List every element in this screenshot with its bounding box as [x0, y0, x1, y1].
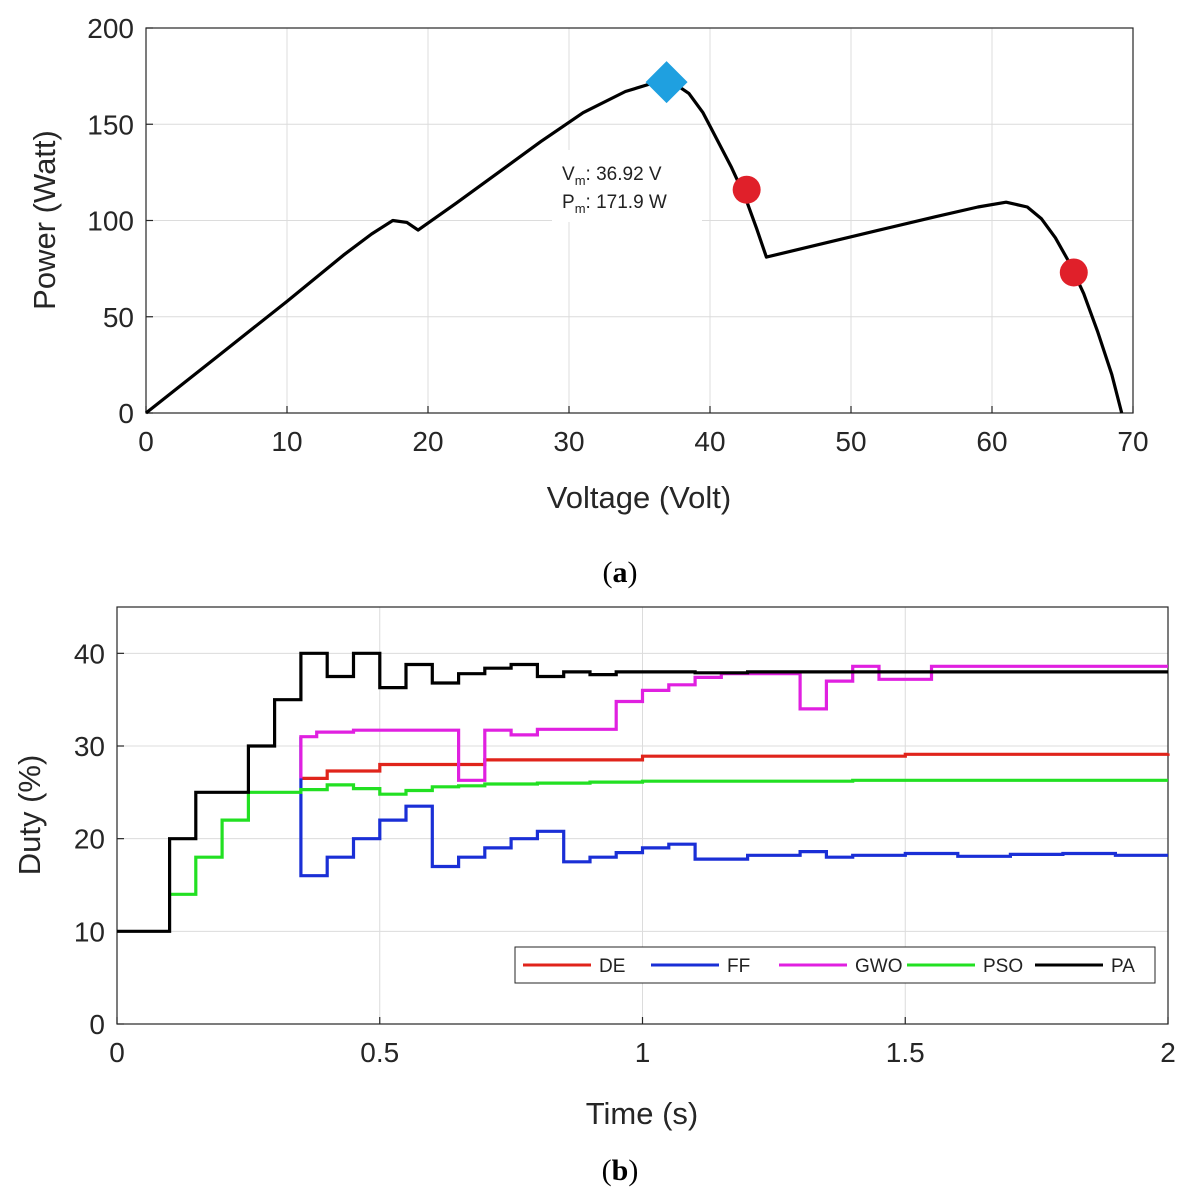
- chart-b: 0 0.5 1 1.5 2 0 10 20 30 40 DE FF GWO PSO PA Time (s…: [12, 606, 1176, 1187]
- chart-b-x-ticks: 0 0.5 1 1.5 2: [109, 1017, 1176, 1068]
- y-tick-label: 150: [87, 109, 134, 140]
- x-tick-label: 1: [635, 1037, 651, 1068]
- legend-label: PA: [1111, 956, 1135, 977]
- y-tick-label: 20: [74, 824, 105, 855]
- x-tick-label: 70: [1117, 426, 1148, 457]
- y-tick-label: 0: [118, 398, 134, 429]
- chart-b-xlabel: Time (s): [586, 1096, 699, 1131]
- legend-label: PSO: [983, 956, 1023, 977]
- y-tick-label: 200: [87, 13, 134, 44]
- chart-a-markers: [645, 61, 1088, 287]
- mpp-diamond-marker: [645, 61, 688, 104]
- annotation-vm: Vm: 36.92 V: [562, 164, 662, 188]
- x-tick-label: 50: [835, 426, 866, 457]
- legend-label: FF: [727, 956, 750, 977]
- chart-b-series: [117, 651, 1170, 933]
- annotation-pm: Pm: 171.9 W: [562, 192, 667, 216]
- x-tick-label: 1.5: [886, 1037, 925, 1068]
- annotation-box: [552, 150, 702, 222]
- x-tick-label: 0: [109, 1037, 125, 1068]
- series-line-p-v-curve: [145, 81, 1124, 415]
- series-line-ff: [299, 736, 1168, 878]
- chart-a: 0 10 20 30 40 50 60 70 0 50 100 150 200 Vm: 36.92 V…: [27, 13, 1149, 589]
- x-tick-label: 60: [976, 426, 1007, 457]
- x-tick-label: 30: [553, 426, 584, 457]
- series-line-gwo: [299, 664, 1168, 782]
- x-tick-label: 10: [271, 426, 302, 457]
- legend-label: GWO: [855, 956, 903, 977]
- x-tick-label: 0: [138, 426, 154, 457]
- x-tick-label: 0.5: [360, 1037, 399, 1068]
- panel-label-b: (b): [602, 1154, 639, 1187]
- local-peak-circle-marker: [732, 175, 761, 204]
- chart-a-x-ticks: 0 10 20 30 40 50 60 70: [138, 406, 1149, 457]
- panel-label-a: (a): [603, 556, 638, 589]
- series-line-de: [300, 752, 1170, 780]
- legend-label: DE: [599, 956, 625, 977]
- local-peak-circle-marker: [1059, 258, 1088, 287]
- y-tick-label: 0: [89, 1009, 105, 1040]
- chart-a-series: [145, 81, 1124, 415]
- chart-a-ylabel: Power (Watt): [27, 130, 62, 310]
- chart-b-ylabel: Duty (%): [12, 755, 47, 876]
- y-tick-label: 100: [87, 206, 134, 237]
- x-tick-label: 2: [1160, 1037, 1176, 1068]
- series-line-pa: [117, 651, 1168, 933]
- x-tick-label: 40: [694, 426, 725, 457]
- chart-a-xlabel: Voltage (Volt): [547, 480, 731, 515]
- chart-b-legend: DE FF GWO PSO PA: [514, 946, 1156, 984]
- x-tick-label: 20: [412, 426, 443, 457]
- y-tick-label: 50: [103, 302, 134, 333]
- y-tick-label: 30: [74, 731, 105, 762]
- y-tick-label: 10: [74, 916, 105, 947]
- series-line-pso: [169, 778, 1168, 896]
- chart-b-y-ticks: 0 10 20 30 40: [74, 638, 124, 1040]
- y-tick-label: 40: [74, 638, 105, 669]
- chart-a-y-ticks: 0 50 100 150 200: [87, 13, 153, 429]
